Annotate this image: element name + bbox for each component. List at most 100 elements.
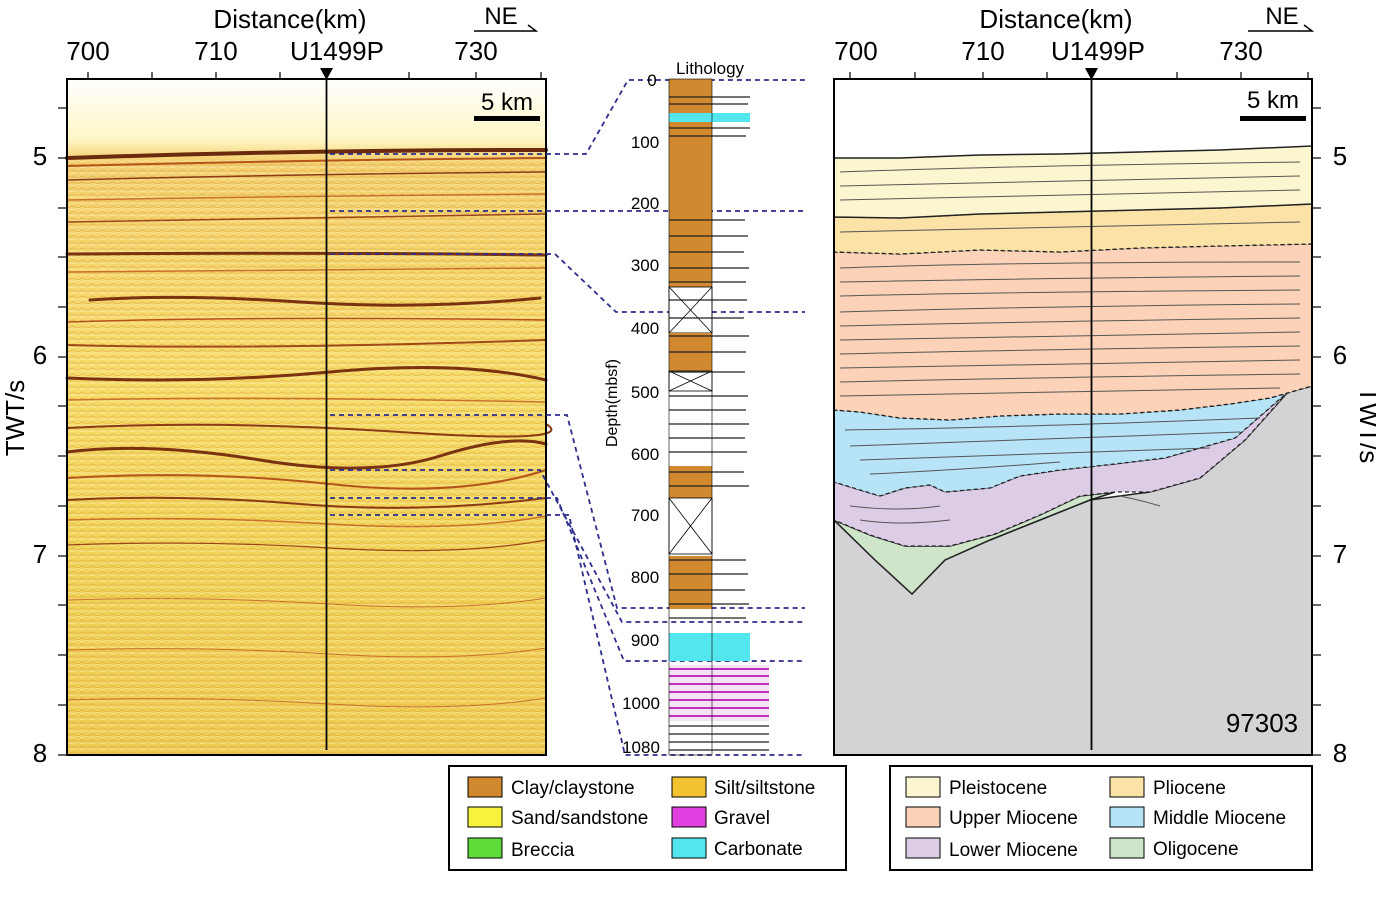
legend-swatch-silt bbox=[671, 776, 707, 798]
left-y-axis-title: TWT/s bbox=[0, 380, 30, 457]
left-site-label: U1499P bbox=[290, 36, 384, 66]
right-y-tick-5: 5 bbox=[1333, 141, 1347, 171]
age-legend: Pleistocene Pliocene Upper Miocene Middl… bbox=[889, 765, 1313, 871]
legend-swatch-pliocene bbox=[1109, 776, 1145, 798]
left-y-tick-7: 7 bbox=[33, 539, 47, 569]
left-y-tick-8: 8 bbox=[33, 738, 47, 768]
depth-tick-800: 800 bbox=[631, 568, 659, 587]
lith-gravel-lines bbox=[669, 668, 769, 717]
depth-tick-1000: 1000 bbox=[622, 694, 660, 713]
depth-tick-700: 700 bbox=[631, 506, 659, 525]
right-top-ticks bbox=[849, 72, 1309, 79]
lithology-legend: Clay/claystone Silt/siltstone Sand/sands… bbox=[448, 765, 847, 871]
lith-bed-lines bbox=[669, 96, 769, 751]
lith-gap-3-cross bbox=[668, 497, 713, 555]
right-scale-bar bbox=[1240, 116, 1306, 121]
right-scale-bar-label: 5 km bbox=[1247, 87, 1299, 114]
right-x-tick-700: 700 bbox=[834, 36, 877, 66]
lith-gap-2-cross bbox=[668, 370, 713, 392]
left-x-tick-730: 730 bbox=[454, 36, 497, 66]
depth-tick-0: 0 bbox=[647, 71, 656, 90]
age-legend-frame bbox=[889, 765, 1313, 871]
legend-label-sand: Sand/sandstone bbox=[511, 808, 648, 829]
right-direction-label: NE bbox=[1265, 3, 1298, 30]
left-site-marker-icon bbox=[320, 68, 333, 80]
lithology-legend-frame bbox=[448, 765, 847, 871]
depth-tick-100: 100 bbox=[631, 133, 659, 152]
lith-clay-block-3 bbox=[669, 466, 712, 498]
depth-tick-300: 300 bbox=[631, 256, 659, 275]
line-id-label: 97303 bbox=[1226, 708, 1298, 738]
legend-label-middle-miocene: Middle Miocene bbox=[1153, 808, 1286, 829]
left-seismic-texture bbox=[67, 160, 546, 755]
legend-swatch-lower-miocene bbox=[905, 837, 941, 859]
lithology-title: Lithology bbox=[676, 59, 745, 78]
right-site-marker-icon bbox=[1085, 68, 1098, 80]
right-interpretation-panel: Distance(km) 700 710 730 U1499P NE bbox=[833, 3, 1376, 768]
right-direction-arrow-icon bbox=[1248, 24, 1315, 32]
legend-label-lower-miocene: Lower Miocene bbox=[949, 840, 1078, 861]
right-x-tick-710: 710 bbox=[961, 36, 1004, 66]
lith-carbonate-band-1 bbox=[669, 113, 750, 122]
lower-miocene-unit bbox=[833, 391, 1289, 547]
lith-carbonate-band-2 bbox=[669, 633, 750, 661]
legend-swatch-upper-miocene bbox=[905, 806, 941, 828]
left-panel-frame bbox=[66, 78, 547, 756]
correlation-lines bbox=[330, 79, 805, 756]
legend-label-silt: Silt/siltstone bbox=[714, 778, 815, 799]
upper-miocene-unit bbox=[833, 243, 1313, 421]
left-y-tick-5: 5 bbox=[33, 141, 47, 171]
legend-label-gravel: Gravel bbox=[714, 808, 770, 829]
right-y-tick-8: 8 bbox=[1333, 738, 1347, 768]
depth-tick-400: 400 bbox=[631, 319, 659, 338]
left-scale-bar bbox=[474, 116, 540, 121]
right-x-tick-730: 730 bbox=[1219, 36, 1262, 66]
legend-swatch-gravel bbox=[671, 806, 707, 828]
depth-tick-500: 500 bbox=[631, 383, 659, 402]
left-y-ticks bbox=[58, 107, 67, 756]
legend-label-breccia: Breccia bbox=[511, 840, 575, 861]
legend-label-oligocene: Oligocene bbox=[1153, 839, 1239, 860]
right-x-axis-title: Distance(km) bbox=[979, 4, 1132, 34]
legend-label-pliocene: Pliocene bbox=[1153, 778, 1226, 799]
left-top-ticks bbox=[87, 72, 542, 79]
depth-tick-200: 200 bbox=[631, 194, 659, 213]
legend-label-clay: Clay/claystone bbox=[511, 778, 635, 799]
legend-label-carbonate: Carbonate bbox=[714, 839, 803, 860]
legend-label-pleistocene: Pleistocene bbox=[949, 778, 1047, 799]
depth-axis-title: Depth(mbsf) bbox=[604, 359, 621, 447]
right-y-tick-6: 6 bbox=[1333, 340, 1347, 370]
legend-swatch-pleistocene bbox=[905, 776, 941, 798]
left-x-axis-title: Distance(km) bbox=[213, 4, 366, 34]
left-direction-arrow-icon bbox=[474, 24, 539, 32]
depth-tick-900: 900 bbox=[631, 631, 659, 650]
right-panel-frame bbox=[833, 78, 1313, 756]
legend-swatch-sand bbox=[467, 806, 503, 828]
right-y-ticks bbox=[1312, 107, 1321, 756]
lith-gap-1-cross bbox=[668, 286, 713, 334]
left-y-tick-6: 6 bbox=[33, 340, 47, 370]
left-x-tick-700: 700 bbox=[66, 36, 109, 66]
legend-label-upper-miocene: Upper Miocene bbox=[949, 808, 1078, 829]
legend-swatch-middle-miocene bbox=[1109, 806, 1145, 828]
legend-swatch-clay bbox=[467, 776, 503, 798]
legend-swatch-carbonate bbox=[671, 837, 707, 859]
legend-swatch-breccia bbox=[467, 837, 503, 859]
lithology-column: Lithology bbox=[604, 59, 769, 757]
lith-column-frame bbox=[668, 78, 713, 756]
right-internal-reflectors bbox=[839, 161, 1301, 524]
left-seismic-reflectors bbox=[65, 148, 553, 708]
right-y-axis-title: TWT/s bbox=[1354, 387, 1376, 464]
lith-clay-block-4 bbox=[669, 556, 712, 609]
left-x-tick-710: 710 bbox=[194, 36, 237, 66]
right-y-tick-7: 7 bbox=[1333, 539, 1347, 569]
left-direction-label: NE bbox=[484, 3, 517, 30]
depth-tick-600: 600 bbox=[631, 445, 659, 464]
depth-tick-1080: 1080 bbox=[622, 738, 660, 757]
lith-clay-block-1 bbox=[669, 79, 712, 287]
right-site-label: U1499P bbox=[1051, 36, 1145, 66]
left-scale-bar-label: 5 km bbox=[481, 89, 533, 116]
legend-swatch-oligocene bbox=[1109, 837, 1145, 859]
left-seismic-panel: Distance(km) 700 710 730 U1499P NE bbox=[0, 3, 553, 768]
